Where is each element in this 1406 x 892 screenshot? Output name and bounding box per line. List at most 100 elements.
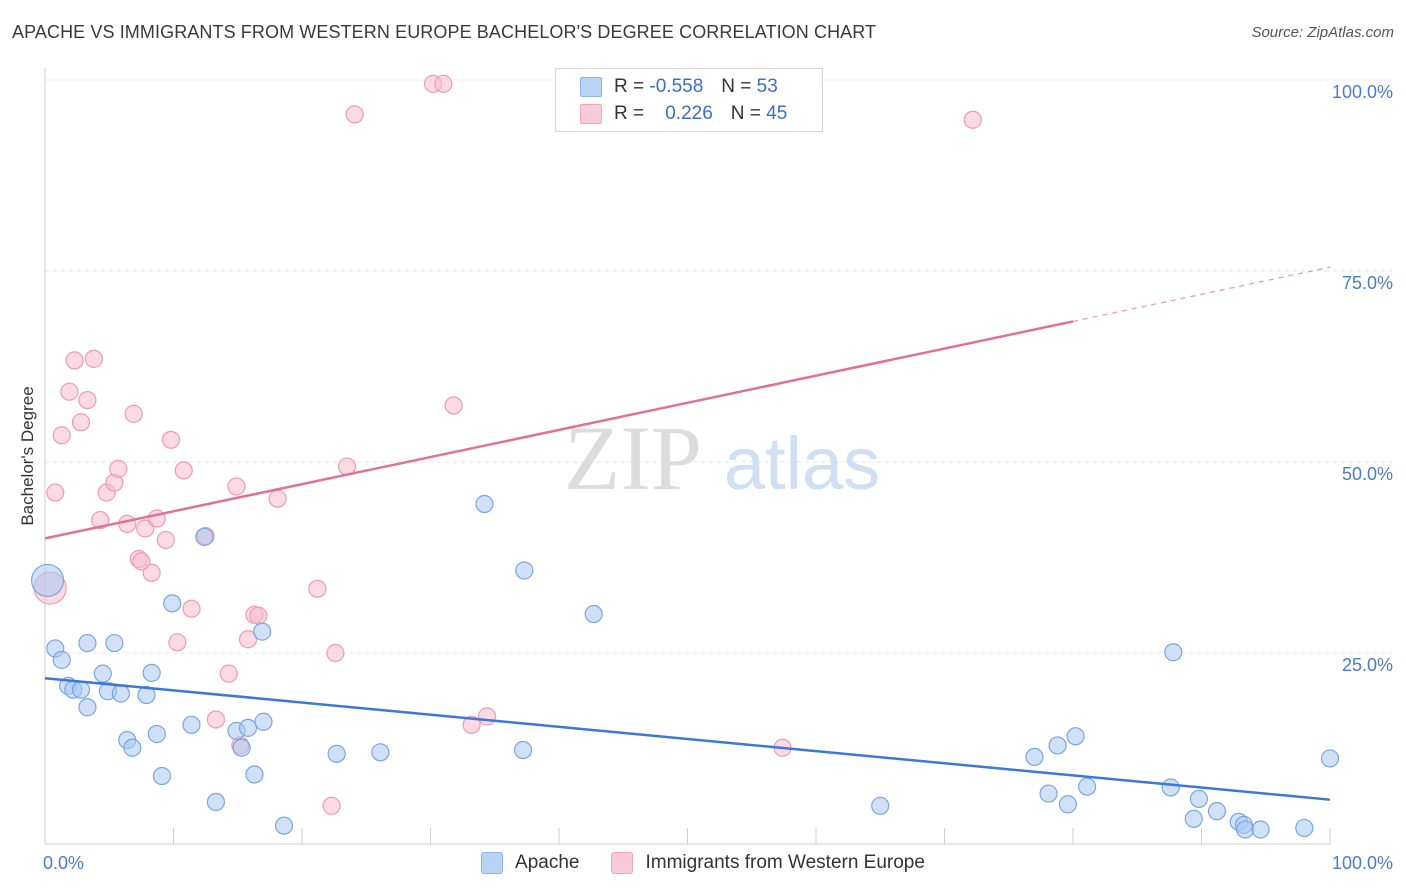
watermark-zip: ZIP [564, 407, 702, 509]
data-point [254, 712, 273, 731]
data-point [475, 494, 494, 514]
data-point [326, 643, 345, 663]
data-point [871, 796, 890, 815]
apache-legend-swatch [481, 852, 504, 874]
data-point [1078, 777, 1097, 796]
data-point [118, 514, 137, 533]
data-point [156, 530, 175, 550]
n-label: N = [730, 103, 761, 124]
data-point [71, 680, 91, 699]
data-point [168, 633, 187, 652]
immigrants-swatch [580, 104, 602, 124]
legend-row-apache: R = -0.558 N = 53 [580, 75, 778, 99]
data-point [30, 563, 65, 598]
data-point [78, 698, 97, 717]
data-point [1184, 809, 1203, 828]
data-point [206, 710, 226, 729]
data-point [513, 740, 533, 760]
data-point [195, 527, 214, 546]
data-point [322, 796, 341, 815]
data-point [249, 606, 268, 625]
data-point [274, 816, 294, 835]
data-point [91, 510, 110, 530]
n-value: 53 [756, 76, 778, 97]
data-point [1048, 736, 1067, 755]
n-value: 45 [766, 103, 788, 124]
y-tick-label: 75.0% [1342, 273, 1393, 293]
apache-swatch [580, 77, 602, 97]
data-point [345, 105, 364, 124]
data-point [963, 110, 982, 129]
trend-lines [44, 266, 1331, 801]
data-point [1189, 789, 1209, 809]
data-point [52, 426, 71, 445]
data-point [1320, 749, 1340, 768]
r-label: R = [614, 76, 645, 97]
data-point [142, 563, 161, 582]
y-tick-label: 25.0% [1342, 655, 1393, 675]
data-point [84, 349, 103, 368]
data-point [52, 650, 71, 669]
data-point [477, 707, 497, 726]
y-tick-label: 50.0% [1342, 464, 1393, 484]
legend-label-apache: Apache [515, 852, 580, 873]
data-point [515, 561, 534, 580]
data-point [174, 461, 193, 480]
data-point [206, 792, 226, 812]
source-label: Source: ZipAtlas.com [1251, 24, 1394, 41]
data-point [147, 724, 166, 744]
legend-item-apache: Apache [481, 852, 579, 874]
data-point [444, 396, 463, 415]
apache-points [30, 494, 1340, 839]
r-value: -0.558 [649, 76, 704, 97]
data-point [111, 684, 130, 703]
data-point [371, 743, 390, 762]
data-point [132, 552, 151, 571]
legend-label-immigrants: Immigrants from Western Europe [645, 852, 925, 873]
data-point [268, 489, 287, 508]
data-point [136, 519, 155, 538]
tick-labels: 25.0% 50.0% 75.0% 100.0% 0.0% 100.0% [43, 82, 1393, 873]
data-point [123, 738, 142, 757]
data-point [219, 664, 238, 683]
data-point [1039, 784, 1058, 803]
x-tick-label: 0.0% [43, 853, 84, 873]
data-point [152, 766, 172, 786]
data-point [253, 622, 272, 641]
data-point [1295, 818, 1314, 838]
legend-item-immigrants: Immigrants from Western Europe [611, 852, 925, 874]
y-tick-label: 100.0% [1332, 82, 1393, 102]
immigrants-trend-extension [1072, 266, 1331, 323]
data-point [245, 765, 264, 784]
data-point [1207, 802, 1227, 821]
x-tick-label: 100.0% [1332, 853, 1393, 873]
chart-title: APACHE VS IMMIGRANTS FROM WESTERN EUROPE… [12, 22, 877, 42]
data-point [105, 633, 124, 653]
r-value: 0.226 [665, 103, 713, 124]
data-point [65, 351, 84, 370]
grid-lines [45, 79, 1392, 654]
data-point [1236, 820, 1255, 839]
data-point [462, 715, 481, 734]
data-point [584, 604, 603, 624]
data-point [238, 630, 258, 649]
n-label: N = [721, 76, 752, 97]
apache-trend-line [44, 676, 1331, 801]
data-point [1161, 778, 1180, 797]
immigrants-legend-swatch [611, 852, 634, 874]
data-point [238, 718, 258, 737]
immigrants-trend-line [44, 320, 1074, 540]
data-point [78, 391, 97, 410]
data-point [93, 664, 112, 683]
data-point [1025, 747, 1044, 767]
axes [44, 68, 1331, 845]
data-point [163, 594, 182, 613]
series-legend: Apache Immigrants from Western Europe [0, 852, 1406, 874]
data-point [71, 413, 91, 432]
data-point [109, 459, 128, 478]
data-point [142, 663, 161, 682]
data-point [182, 599, 201, 618]
data-point [182, 715, 201, 734]
stats-legend: R = -0.558 N = 53 R = 0.226 N = 45 [555, 68, 823, 132]
